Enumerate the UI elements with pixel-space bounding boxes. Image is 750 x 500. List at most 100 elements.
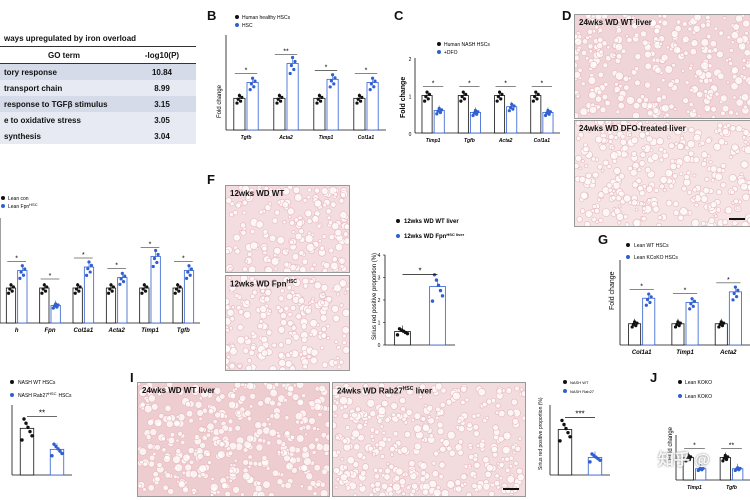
micrograph-i-wt: 24wks WD WT liver xyxy=(137,382,330,497)
tissue-cell xyxy=(606,45,611,50)
tissue-cell xyxy=(301,336,308,343)
tissue-cell xyxy=(436,421,444,429)
tissue-texture xyxy=(333,383,525,496)
tissue-cell xyxy=(309,266,315,272)
x-tick-label: Timp1 xyxy=(141,328,159,334)
tissue-cell xyxy=(405,408,413,416)
tissue-cell xyxy=(307,187,312,193)
tissue-cell xyxy=(174,463,183,473)
tissue-cell xyxy=(274,209,281,216)
tissue-cell xyxy=(306,354,312,359)
tissue-cell xyxy=(584,15,592,19)
data-point xyxy=(11,285,15,289)
tissue-cell xyxy=(391,412,396,418)
tissue-cell xyxy=(613,167,621,175)
data-point xyxy=(21,273,26,277)
tissue-cell xyxy=(284,481,292,490)
tissue-cell xyxy=(592,171,599,179)
tissue-cell xyxy=(629,168,638,177)
tissue-cell xyxy=(244,409,252,417)
tissue-cell xyxy=(228,400,237,409)
tissue-cell xyxy=(585,56,590,61)
tissue-cell xyxy=(714,172,723,181)
tissue-cell xyxy=(299,484,304,489)
tissue-cell xyxy=(613,37,619,44)
tissue-cell xyxy=(626,36,633,44)
tissue-cell xyxy=(472,456,479,463)
data-point xyxy=(424,95,428,99)
y-tick-label: 4 xyxy=(378,253,381,259)
tissue-cell xyxy=(234,424,241,432)
col-go-term: GO term xyxy=(0,46,128,64)
tissue-cell xyxy=(292,278,301,287)
data-point xyxy=(315,101,319,105)
tissue-cell xyxy=(720,181,727,189)
data-point xyxy=(240,95,244,99)
data-point xyxy=(426,97,430,101)
tissue-cell xyxy=(284,415,290,421)
significance-marker: * xyxy=(432,81,435,88)
tissue-cell xyxy=(374,442,380,448)
panel-j-legend-2: Lean KOKO xyxy=(685,394,712,400)
tissue-cell xyxy=(656,87,662,93)
tissue-cell xyxy=(730,66,739,75)
bar xyxy=(671,323,685,346)
tissue-cell xyxy=(338,279,347,288)
tissue-cell xyxy=(276,450,281,455)
tissue-cell xyxy=(596,89,603,96)
tissue-cell xyxy=(734,111,739,116)
data-point xyxy=(731,298,735,302)
data-point xyxy=(151,264,155,269)
tissue-cell xyxy=(700,221,706,226)
data-point xyxy=(23,267,27,271)
tissue-cell xyxy=(708,217,715,224)
tissue-cell xyxy=(740,93,750,102)
tissue-cell xyxy=(726,35,732,40)
tissue-cell xyxy=(158,413,165,419)
legend-marker xyxy=(1,196,5,200)
tissue-cell xyxy=(624,222,630,226)
tissue-cell xyxy=(587,28,594,35)
tissue-cell xyxy=(713,26,718,31)
tissue-cell xyxy=(267,422,272,427)
data-point xyxy=(360,95,364,99)
tissue-cell xyxy=(641,145,646,151)
tissue-cell xyxy=(330,201,337,208)
data-point xyxy=(566,430,570,435)
tissue-cell xyxy=(231,305,236,310)
data-point xyxy=(738,466,742,471)
tissue-cell xyxy=(281,201,289,209)
data-point xyxy=(631,322,636,326)
tissue-cell xyxy=(221,481,229,490)
data-point xyxy=(188,273,192,277)
tissue-cell xyxy=(446,480,455,489)
panel-g-legend-2: Lean KCoKO HSCs xyxy=(634,255,678,261)
data-point xyxy=(543,113,548,118)
data-point xyxy=(333,76,337,80)
tissue-cell xyxy=(282,187,291,196)
tissue-cell xyxy=(147,419,154,426)
tissue-cell xyxy=(333,467,340,474)
tissue-cell xyxy=(306,484,314,492)
tissue-cell xyxy=(364,419,369,424)
tissue-cell xyxy=(306,218,313,225)
tissue-cell xyxy=(521,415,525,421)
tissue-cell xyxy=(260,335,268,344)
tissue-cell xyxy=(256,480,262,486)
panel-c-legend-1: Human NASH HSCs xyxy=(444,42,490,48)
tissue-cell xyxy=(419,476,426,483)
tissue-cell xyxy=(316,427,321,432)
tissue-cell xyxy=(340,457,345,462)
tissue-cell xyxy=(323,262,331,269)
tissue-cell xyxy=(345,425,350,430)
table-title: ways upregulated by iron overload xyxy=(0,30,196,47)
tissue-cell xyxy=(181,470,187,475)
tissue-cell xyxy=(694,202,699,208)
tissue-cell xyxy=(335,243,344,252)
tissue-cell xyxy=(360,470,367,477)
tissue-cell xyxy=(603,20,609,25)
tissue-cell xyxy=(385,390,393,398)
tissue-cell xyxy=(287,215,292,219)
tissue-cell xyxy=(623,214,629,220)
data-point xyxy=(143,289,148,293)
